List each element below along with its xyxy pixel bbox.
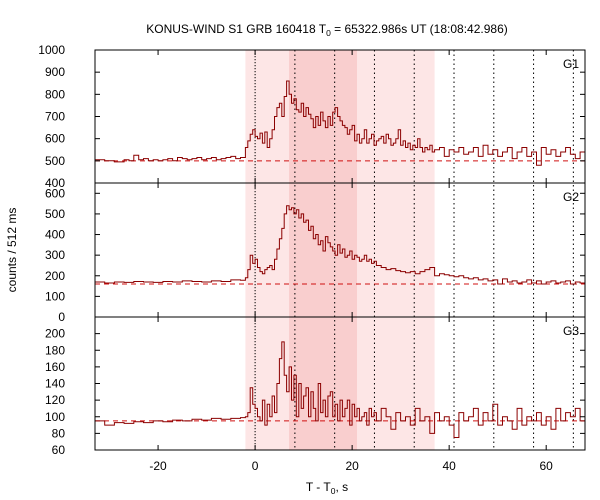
y-tick-label: 100	[45, 410, 65, 424]
y-tick-label: 600	[45, 186, 65, 200]
series-layer	[95, 80, 586, 438]
y-tick-label: 200	[45, 327, 65, 341]
y-tick-label: 200	[45, 269, 65, 283]
x-axis-label: T - T0, s	[306, 480, 348, 496]
y-tick-label: 900	[45, 65, 65, 79]
tick-layer: G14005006007008009001000G201002003004005…	[38, 43, 585, 473]
panel-label-g2: G2	[563, 190, 579, 204]
y-tick-label: 120	[45, 393, 65, 407]
y-tick-label: 600	[45, 132, 65, 146]
x-tick-label: 20	[345, 459, 359, 473]
lightcurve-g1	[95, 80, 586, 166]
lightcurve-g3	[95, 341, 586, 438]
y-tick-label: 400	[45, 228, 65, 242]
y-tick-label: 500	[45, 154, 65, 168]
x-tick-label: -20	[149, 459, 167, 473]
marker-layer	[254, 50, 574, 450]
y-tick-label: 500	[45, 207, 65, 221]
y-tick-label: 180	[45, 343, 65, 357]
y-tick-label: 60	[52, 443, 66, 457]
y-tick-label: 400	[45, 176, 65, 190]
y-tick-label: 800	[45, 87, 65, 101]
x-tick-label: 0	[252, 459, 259, 473]
y-tick-label: 140	[45, 377, 65, 391]
x-tick-label: 40	[442, 459, 456, 473]
x-tick-label: 60	[540, 459, 554, 473]
lightcurve-g2	[95, 205, 586, 285]
y-tick-label: 1000	[38, 43, 65, 57]
panel-label-g1: G1	[563, 57, 579, 71]
y-tick-label: 80	[52, 426, 66, 440]
panel-label-g3: G3	[563, 324, 579, 338]
y-tick-label: 160	[45, 360, 65, 374]
y-tick-label: 0	[58, 310, 65, 324]
chart-title: KONUS-WIND S1 GRB 160418 T0 = 65322.986s…	[146, 22, 507, 38]
y-tick-label: 700	[45, 110, 65, 124]
y-axis-label: counts / 512 ms	[5, 208, 19, 293]
y-tick-label: 100	[45, 289, 65, 303]
y-tick-label: 300	[45, 248, 65, 262]
